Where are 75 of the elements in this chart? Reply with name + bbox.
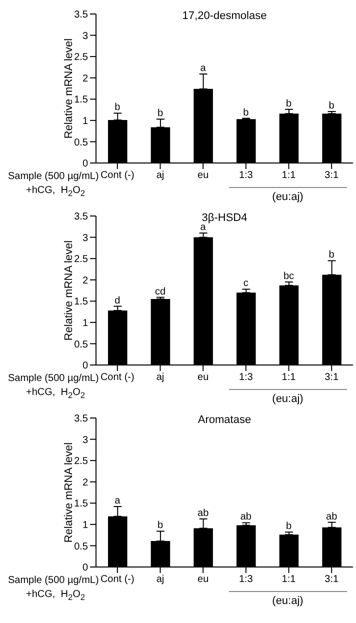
y-tick-label: 1 bbox=[82, 520, 88, 531]
y-tick-label: 1.5 bbox=[74, 94, 88, 106]
x-tick-label: Cont (-) bbox=[100, 372, 134, 384]
text: Sample (500 µg/mL) bbox=[8, 373, 99, 384]
x-tick-label: 3:1 bbox=[324, 372, 339, 384]
chart-title: Aromatase bbox=[196, 414, 252, 426]
x-tick-label: 1:3 bbox=[238, 170, 254, 182]
x-tick-label: 1:1 bbox=[282, 574, 296, 586]
y-axis-title: Relative mRNA level bbox=[62, 240, 75, 341]
x-tick-label: Cont (-) bbox=[100, 170, 134, 182]
y-tick-label: 0.5 bbox=[74, 541, 88, 552]
y-tick-label: 1 bbox=[82, 116, 88, 127]
x-tick-label: 1:3 bbox=[238, 574, 254, 586]
y-tick-label: 3.5 bbox=[74, 414, 88, 425]
x-tick-label: eu bbox=[198, 574, 209, 586]
annotation: b bbox=[286, 98, 292, 110]
annotation: b bbox=[243, 107, 250, 118]
annotation: c bbox=[243, 278, 248, 290]
y-tick-label: 3 bbox=[82, 30, 88, 42]
y-tick-label: 0 bbox=[82, 158, 88, 170]
x-tick-label: aj bbox=[156, 372, 164, 384]
annotation: a bbox=[200, 222, 206, 234]
annotation: cd bbox=[154, 286, 166, 298]
x-tick-label: 1:1 bbox=[282, 170, 296, 182]
annotation: a bbox=[114, 496, 121, 507]
y-tick-label: 0.5 bbox=[74, 137, 88, 148]
text: +hCG, H$_{2}$O$_{2}$ bbox=[26, 589, 86, 602]
annotation: ab bbox=[198, 508, 210, 519]
chart-title: 3β-HSD4 bbox=[200, 212, 248, 224]
text: +hCG, H$_{2}$O$_{2}$ bbox=[26, 387, 86, 400]
text: (eu:aj) bbox=[271, 595, 304, 607]
annotation: b bbox=[328, 100, 335, 112]
y-tick-label: 1.5 bbox=[74, 296, 88, 308]
y-tick-label: 2 bbox=[82, 477, 88, 488]
x-tick-label: eu bbox=[198, 372, 209, 384]
x-tick-label: 1:3 bbox=[238, 372, 254, 384]
y-tick-label: 3.5 bbox=[74, 10, 88, 21]
text: (eu:aj) bbox=[271, 191, 304, 203]
text: (eu:aj) bbox=[271, 393, 304, 405]
y-tick-label: 2.5 bbox=[74, 52, 88, 64]
y-tick-label: 3 bbox=[82, 232, 88, 244]
y-tick-label: 0 bbox=[82, 360, 88, 372]
x-tick-label: Cont (-) bbox=[100, 574, 134, 586]
annotation: bc bbox=[283, 270, 294, 282]
x-tick-label: 3:1 bbox=[324, 574, 339, 586]
y-tick-label: 3 bbox=[82, 434, 88, 446]
y-tick-label: 2.5 bbox=[74, 254, 88, 266]
y-tick-label: 0.5 bbox=[74, 339, 88, 350]
x-tick-label: 1:1 bbox=[282, 372, 296, 384]
x-tick-label: aj bbox=[156, 574, 164, 586]
x-tick-label: eu bbox=[198, 170, 209, 182]
y-tick-label: 0 bbox=[82, 562, 88, 574]
annotation: b bbox=[157, 520, 164, 532]
annotation: b bbox=[286, 521, 292, 532]
y-axis-title: Relative mRNA level bbox=[62, 38, 75, 139]
annotation: b bbox=[157, 108, 164, 120]
text: Sample (500 µg/mL) bbox=[8, 575, 99, 586]
annotation: b bbox=[328, 250, 335, 261]
text: Sample (500 µg/mL) bbox=[8, 171, 99, 182]
y-tick-label: 2 bbox=[82, 73, 88, 84]
annotation: ab bbox=[240, 512, 252, 523]
annotation: ab bbox=[326, 511, 338, 522]
y-tick-label: 2 bbox=[82, 275, 88, 286]
y-tick-label: 1 bbox=[82, 318, 88, 329]
y-tick-label: 2.5 bbox=[74, 456, 88, 468]
x-tick-label: aj bbox=[156, 170, 164, 182]
chart-title: 17,20-desmolase bbox=[181, 10, 268, 22]
y-tick-label: 1.5 bbox=[74, 498, 88, 510]
annotation: a bbox=[200, 63, 206, 74]
text: +hCG, H$_{2}$O$_{2}$ bbox=[26, 185, 86, 198]
y-axis-title: Relative mRNA level bbox=[62, 442, 75, 543]
x-tick-label: 3:1 bbox=[324, 170, 339, 182]
annotation: d bbox=[114, 295, 120, 306]
y-tick-label: 3.5 bbox=[74, 212, 88, 223]
annotation: b bbox=[114, 102, 121, 114]
